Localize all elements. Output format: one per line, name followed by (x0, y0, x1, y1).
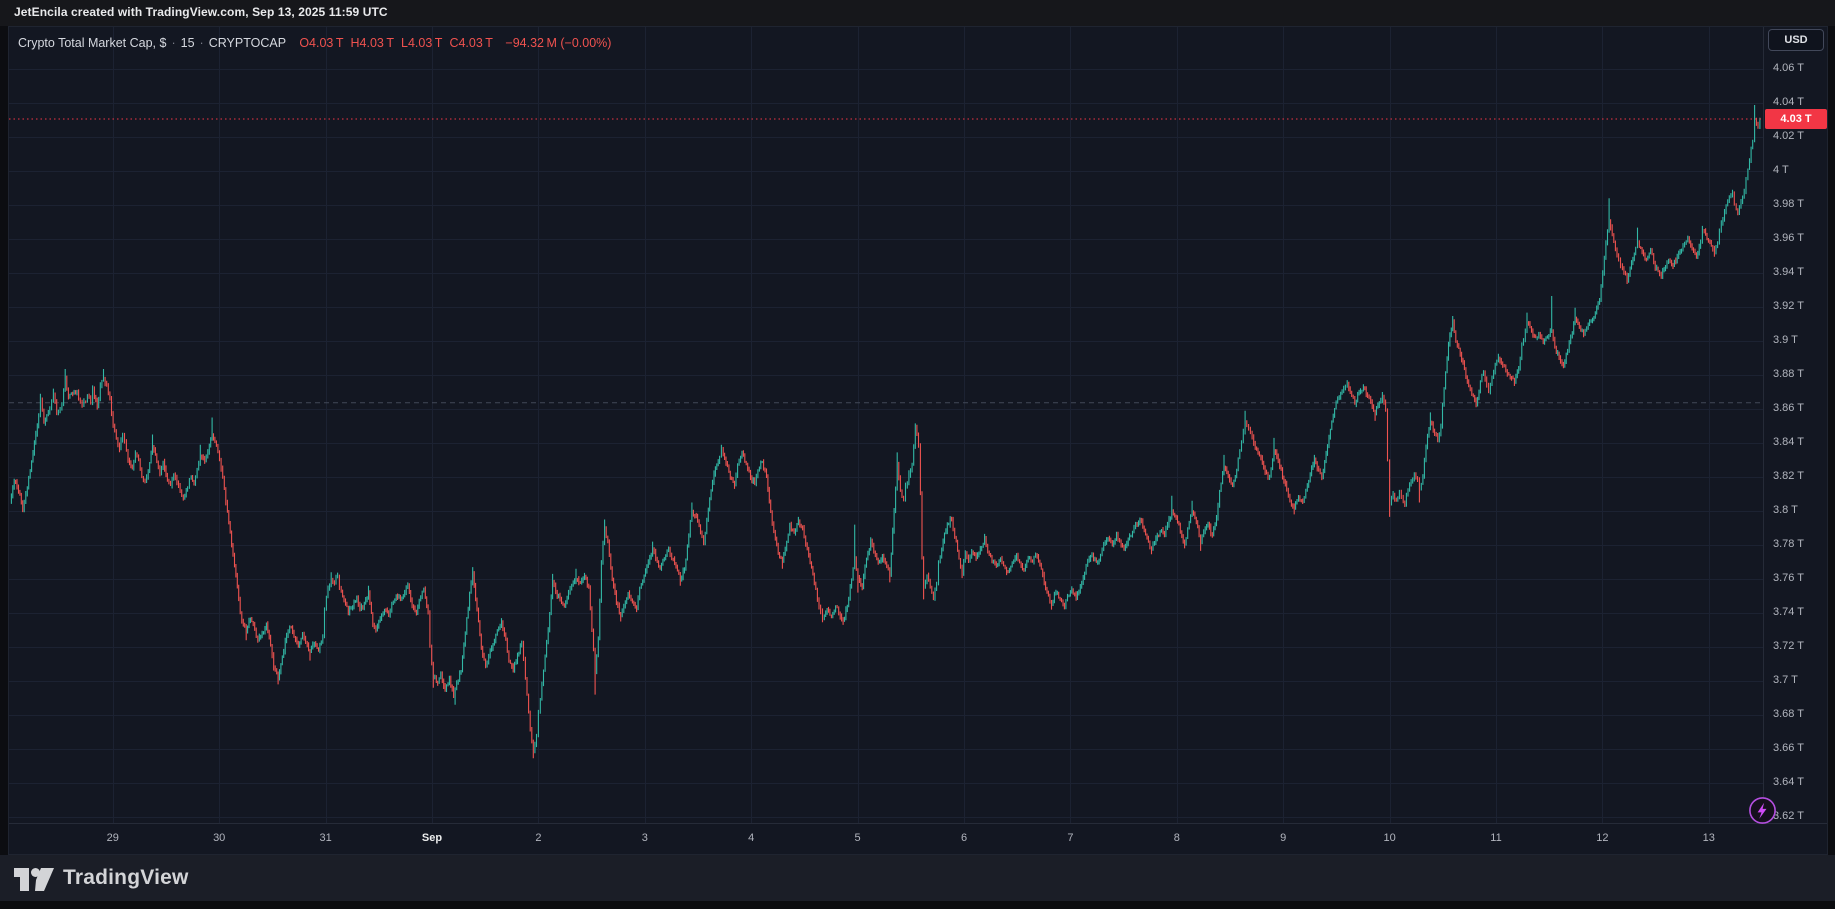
price-axis[interactable]: USD 4.03 T 4.06 T 4.04 T 4.02 T 4 T 3.98 T 3.… (1763, 27, 1828, 823)
time-tick-label: 3 (641, 832, 648, 844)
page-bottom-strip (0, 901, 1835, 909)
price-tick-label: 3.74 T (1773, 606, 1804, 618)
symbol-legend: Crypto Total Market Cap, $ · 15 · CRYPTOCAP … (18, 36, 611, 50)
price-tick-label: 3.66 T (1773, 742, 1804, 754)
time-tick-label: 7 (1067, 832, 1074, 844)
time-tick-label: 9 (1280, 832, 1287, 844)
price-tick-label: 3.76 T (1773, 572, 1804, 584)
price-tick-label: 3.88 T (1773, 368, 1804, 380)
footer-bar: TradingView (0, 855, 1835, 901)
time-tick-label: 8 (1173, 832, 1180, 844)
time-tick-label: 10 (1383, 832, 1396, 844)
time-tick-label: 30 (213, 832, 226, 844)
price-tick-label: 3.82 T (1773, 470, 1804, 482)
price-tick-label: 3.94 T (1773, 266, 1804, 278)
time-tick-label: 13 (1702, 832, 1715, 844)
price-tick-label: 3.68 T (1773, 708, 1804, 720)
attribution-bar: JetEncila created with TradingView.com, … (0, 0, 1835, 26)
price-tick-label: 3.7 T (1773, 674, 1798, 686)
tradingview-logo[interactable]: TradingView (14, 864, 189, 892)
currency-toggle-button[interactable]: USD (1768, 29, 1824, 51)
change-value: −94.32 M (−0.00%) (505, 36, 612, 50)
legend-separator: · (199, 36, 204, 50)
time-tick-label: 5 (854, 832, 861, 844)
price-tick-label: 3.78 T (1773, 538, 1804, 550)
ohlc-values: O4.03 T H4.03 T L4.03 T C4.03 T (299, 36, 500, 50)
legend-separator: · (171, 36, 176, 50)
lightning-icon (1749, 797, 1776, 824)
time-axis[interactable]: 29 30 31 Sep 2 3 4 5 6 7 8 9 10 11 12 13 (9, 823, 1827, 855)
tradingview-logo-icon (14, 868, 54, 891)
price-tick-label: 3.98 T (1773, 198, 1804, 210)
ohlc-l-value: L4.03 T (401, 36, 443, 50)
attribution-text: JetEncila created with TradingView.com, … (14, 5, 388, 19)
price-tick-label: 3.72 T (1773, 640, 1804, 652)
price-tick-label: 4.06 T (1773, 62, 1804, 74)
price-tick-label: 3.62 T (1773, 810, 1804, 822)
time-tick-label: 29 (106, 832, 119, 844)
time-tick-label: 12 (1596, 832, 1609, 844)
chart-container: Crypto Total Market Cap, $ · 15 · CRYPTOCAP … (8, 26, 1828, 855)
time-tick-label: 6 (960, 832, 968, 844)
ohlc-o-value: O4.03 T (299, 36, 344, 50)
price-tick-label: 4.02 T (1773, 130, 1804, 142)
candlestick-plot[interactable] (9, 27, 1763, 823)
time-tick-label: 11 (1490, 832, 1502, 844)
last-price-badge: 4.03 T (1765, 108, 1827, 129)
price-tick-label: 4.04 T (1773, 96, 1804, 108)
tradingview-wordmark: TradingView (63, 866, 189, 889)
price-tick-label: 3.86 T (1773, 402, 1804, 414)
price-tick-label: 3.84 T (1773, 436, 1804, 448)
price-tick-label: 3.64 T (1773, 776, 1804, 788)
time-tick-label: 31 (319, 832, 332, 844)
time-tick-label: 2 (535, 832, 542, 844)
price-tick-label: 3.96 T (1773, 232, 1804, 244)
price-tick-label: 3.8 T (1773, 504, 1798, 516)
interval-label[interactable]: 15 (180, 36, 195, 50)
ohlc-h-value: H4.03 T (350, 36, 395, 50)
time-tick-label: Sep (421, 832, 443, 844)
chart-canvas (9, 27, 1763, 823)
exchange-label: CRYPTOCAP (208, 36, 286, 50)
price-tick-label: 3.92 T (1773, 300, 1804, 312)
ohlc-c-value: C4.03 T (449, 36, 493, 50)
flash-ideas-button[interactable] (1748, 796, 1777, 825)
time-tick-label: 4 (748, 832, 755, 844)
symbol-title[interactable]: Crypto Total Market Cap, $ (18, 36, 167, 50)
price-tick-label: 4 T (1773, 164, 1789, 176)
price-tick-label: 3.9 T (1773, 334, 1798, 346)
